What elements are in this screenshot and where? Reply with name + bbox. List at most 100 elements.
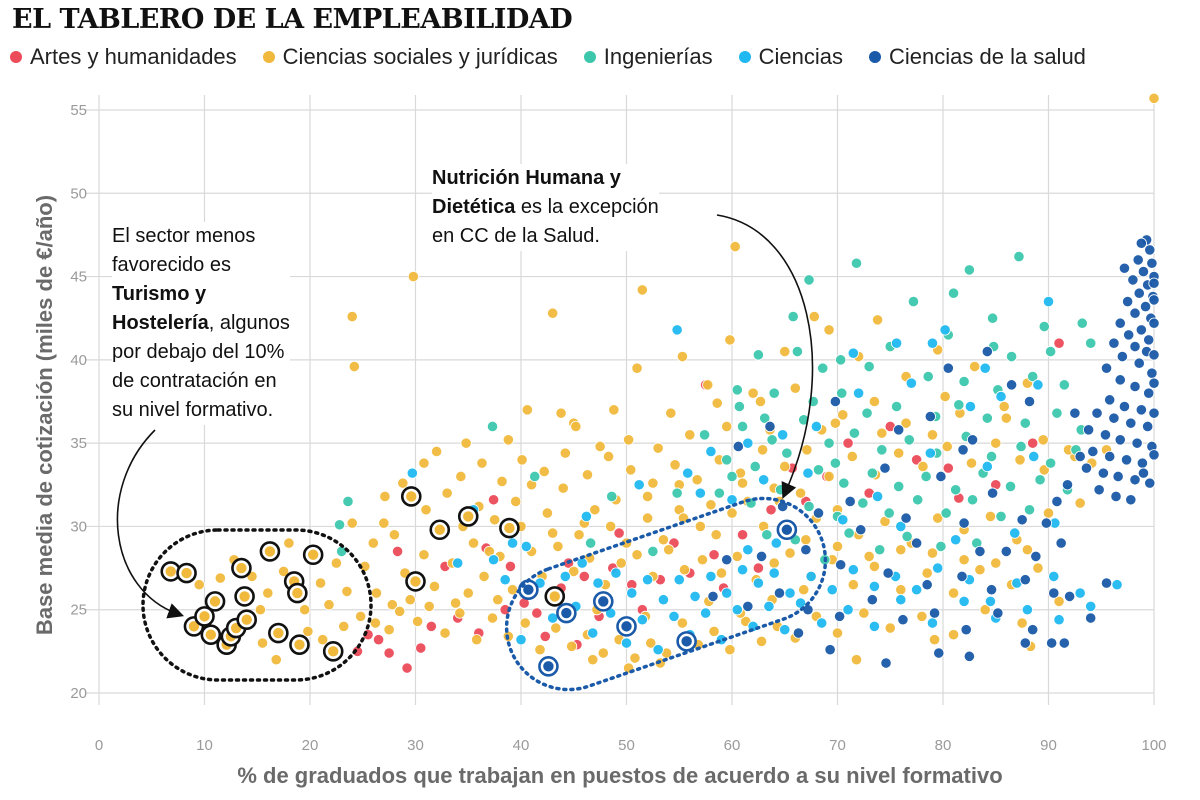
highlight-point-social: [236, 562, 247, 574]
point-social: [214, 572, 226, 584]
point-health: [1123, 329, 1135, 341]
point-eng: [1085, 337, 1097, 349]
point-social: [974, 564, 986, 576]
point-social: [506, 584, 519, 596]
point-social: [926, 547, 939, 559]
point-eng: [922, 370, 934, 383]
point-social: [631, 362, 643, 374]
page-title: EL TABLERO DE LA EMPLEABILIDAD: [12, 4, 573, 35]
turismo-group-outline: [141, 528, 373, 682]
point-social: [262, 587, 274, 599]
point-health: [921, 579, 933, 591]
highlight-point-social: [264, 546, 276, 557]
point-eng: [953, 399, 965, 411]
point-health: [956, 570, 968, 583]
point-health: [1135, 404, 1147, 416]
point-sci: [726, 494, 738, 506]
point-social: [979, 604, 991, 616]
annotation-line: de contratación en: [112, 370, 277, 392]
point-sci: [779, 624, 791, 636]
point-eng: [698, 429, 711, 441]
point-sci: [816, 617, 828, 629]
point-eng: [843, 527, 855, 539]
point-sci: [842, 604, 854, 616]
point-health: [1143, 387, 1155, 399]
legend-item-health: Ciencias de la salud: [869, 44, 1086, 70]
legend-label: Artes y humanidades: [30, 44, 237, 69]
point-sci: [777, 429, 789, 441]
point-social: [418, 457, 430, 469]
point-social: [808, 310, 820, 323]
point-health: [1143, 334, 1155, 346]
point-social: [711, 397, 723, 409]
point-social: [829, 417, 841, 429]
point-social: [801, 444, 813, 456]
point-arts: [842, 437, 854, 449]
legend-item-social: Ciencias sociales y jurídicas: [262, 44, 558, 70]
point-social: [404, 594, 416, 606]
point-sci: [868, 580, 881, 592]
point-health: [1108, 412, 1120, 424]
point-social: [478, 570, 490, 583]
point-health: [900, 512, 912, 524]
point-sci: [705, 570, 717, 583]
point-health: [1114, 374, 1126, 386]
point-social: [641, 490, 654, 503]
point-eng: [733, 400, 745, 413]
point-social: [1053, 595, 1065, 607]
point-social: [636, 284, 648, 296]
highlight-point-social: [181, 567, 192, 579]
point-sci: [981, 460, 993, 473]
point-health: [1125, 417, 1137, 429]
highlight-point-health: [561, 607, 572, 619]
point-eng: [986, 312, 999, 324]
highlight-point-social: [549, 591, 560, 602]
point-social: [941, 440, 953, 453]
point-health: [1137, 265, 1150, 278]
point-social: [1000, 412, 1012, 424]
point-eng: [985, 450, 998, 463]
point-eng: [1045, 457, 1057, 469]
point-health: [985, 584, 998, 596]
right-annotation-arrow: [716, 214, 814, 499]
point-arts: [383, 647, 395, 659]
point-social: [729, 240, 741, 253]
point-social: [694, 520, 706, 533]
point-health: [755, 550, 768, 563]
axis-ticks: 0 10 20 30 40 50 60 70 80 90 100 20 25 30 35 40 45 50 55: [70, 102, 1166, 754]
point-arts: [736, 529, 749, 541]
point-social: [947, 587, 960, 599]
point-eng: [713, 487, 725, 499]
point-social: [696, 554, 709, 566]
point-social: [850, 654, 863, 666]
highlight-point-social: [273, 627, 284, 639]
point-sci: [682, 467, 694, 479]
legend-dot: [738, 51, 751, 63]
point-social: [355, 610, 367, 622]
point-health: [1129, 340, 1141, 353]
point-health: [742, 600, 754, 612]
point-social: [314, 577, 327, 589]
legend-dot: [869, 51, 882, 63]
point-social: [900, 417, 912, 429]
point-health: [1097, 467, 1109, 479]
point-health: [1087, 445, 1099, 458]
point-health: [933, 647, 945, 659]
point-eng: [981, 412, 993, 424]
point-health: [1108, 337, 1120, 349]
point-social: [1016, 617, 1028, 629]
point-sci: [1053, 614, 1065, 626]
point-eng: [585, 537, 597, 549]
point-social: [423, 600, 435, 612]
point-social: [534, 644, 546, 656]
point-social: [418, 549, 430, 561]
point-social: [589, 504, 601, 516]
point-health: [1040, 517, 1052, 529]
point-social: [645, 637, 657, 649]
point-health: [1142, 420, 1154, 433]
point-arts: [539, 630, 551, 642]
point-social: [557, 482, 569, 494]
point-health: [1148, 294, 1160, 306]
highlight-point-social: [434, 524, 445, 535]
point-sci: [763, 600, 775, 612]
